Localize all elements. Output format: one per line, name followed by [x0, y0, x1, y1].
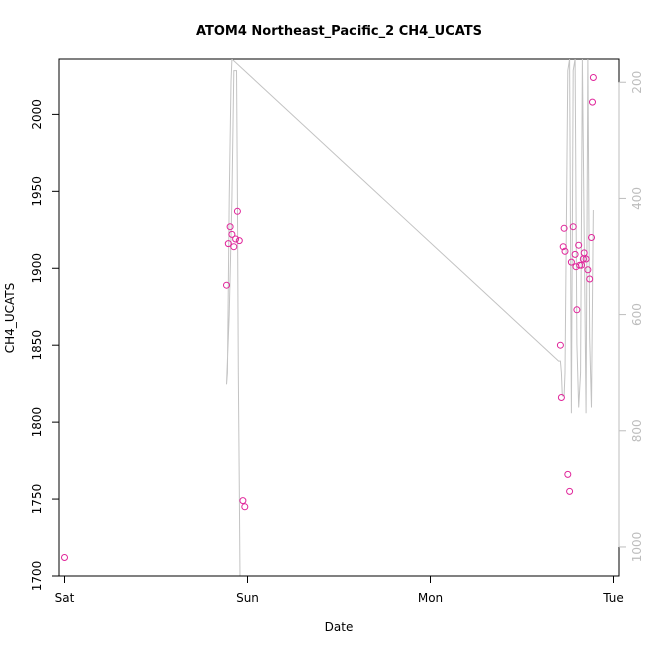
data-point: [567, 258, 575, 266]
y-axis: 1700 1750 1800 1850 1900 1950 2000: [30, 99, 60, 592]
chart-title: ATOM4 Northeast_Pacific_2 CH4_UCATS: [196, 24, 482, 39]
x-tick-label: Tue: [602, 591, 624, 605]
data-point: [573, 306, 581, 314]
data-point: [588, 234, 595, 241]
y-tick-label: 2000: [30, 99, 44, 130]
data-point: [578, 261, 585, 269]
data-point: [586, 275, 594, 283]
data-point: [557, 394, 565, 401]
y2-tick-label: 800: [630, 419, 644, 442]
data-point: [575, 241, 583, 249]
y-tick-label: 1850: [30, 330, 44, 361]
x-tick-label: Sun: [236, 591, 259, 605]
data-point: [228, 230, 236, 238]
y-tick-label: 1900: [30, 253, 44, 284]
data-point: [561, 247, 569, 255]
y-tick-label: 1750: [30, 484, 44, 515]
data-point: [560, 224, 568, 232]
data-point: [566, 487, 574, 495]
y-tick-label: 1700: [30, 561, 44, 592]
data-point: [230, 243, 238, 251]
x-axis: Sat Sun Mon Tue: [55, 575, 624, 605]
secondary-y-axis: 200 400 600 800 1000: [618, 71, 644, 563]
x-tick-label: Mon: [418, 591, 443, 605]
data-point: [564, 470, 572, 478]
series-line: [226, 59, 594, 576]
y-axis-label: CH4_UCATS: [3, 283, 17, 353]
data-point: [61, 554, 68, 561]
data-point: [239, 497, 247, 505]
data-point: [223, 281, 230, 289]
data-point: [584, 266, 592, 274]
data-point: [582, 255, 590, 263]
y2-tick-label: 400: [630, 187, 644, 210]
y2-tick-label: 200: [630, 71, 644, 94]
data-point: [589, 74, 597, 81]
data-point: [580, 249, 588, 257]
data-point: [589, 98, 596, 106]
plot-frame: [58, 58, 620, 577]
data-point: [224, 240, 232, 248]
data-point-layer: [61, 74, 597, 561]
y-tick-label: 1800: [30, 407, 44, 438]
series-line-layer: [226, 59, 594, 576]
x-tick-label: Sat: [55, 591, 75, 605]
data-point: [235, 237, 243, 245]
y2-tick-label: 600: [630, 303, 644, 326]
y2-tick-label: 1000: [630, 532, 644, 563]
data-point: [571, 250, 579, 258]
data-point: [226, 223, 234, 231]
data-point: [559, 243, 567, 251]
data-point: [569, 223, 577, 231]
x-axis-label: Date: [325, 620, 354, 634]
data-point: [241, 503, 249, 511]
y-tick-label: 1950: [30, 176, 44, 207]
data-point: [233, 207, 241, 215]
data-point: [232, 235, 240, 243]
data-point: [556, 341, 564, 349]
